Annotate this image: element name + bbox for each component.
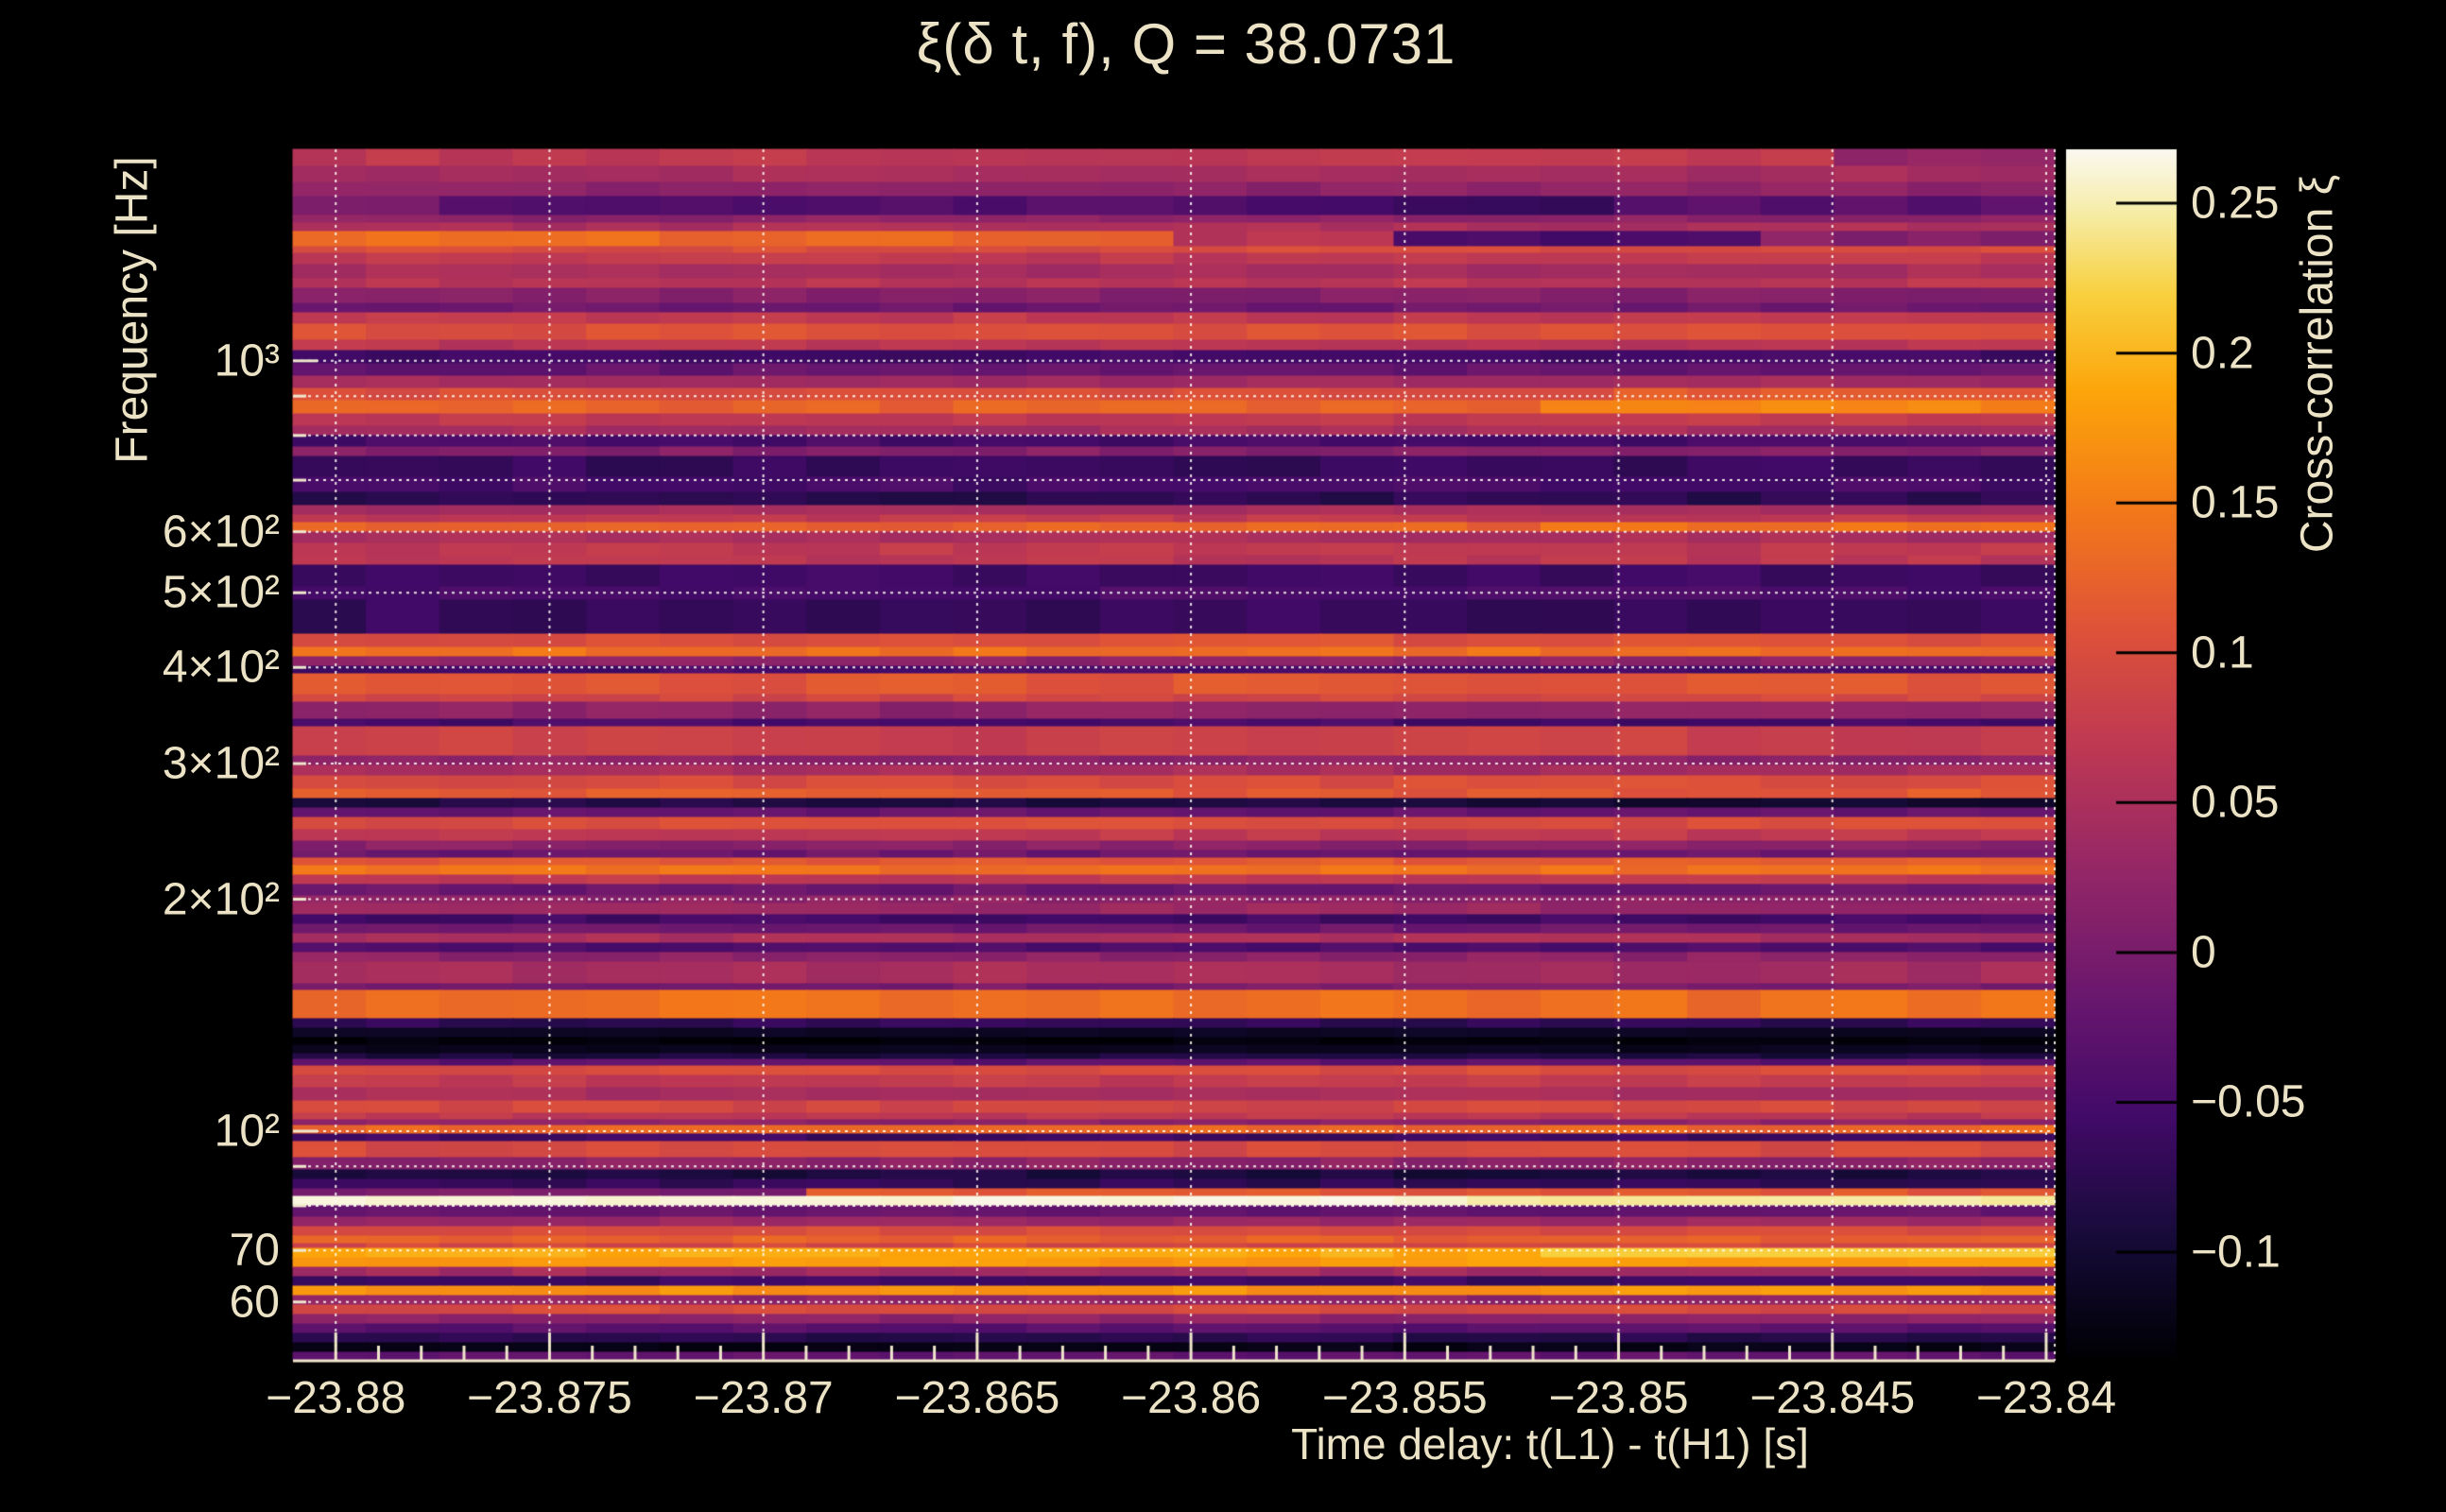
- y-tick-label: 10³: [214, 335, 280, 387]
- x-tick-label: −23.88: [266, 1373, 406, 1423]
- y-tick-label: 6×10²: [162, 507, 280, 558]
- colorbar-label: Cross-correlation ξ: [2292, 174, 2343, 554]
- colorbar-tick-label: 0.05: [2191, 777, 2280, 828]
- x-tick-label: −23.855: [1321, 1373, 1488, 1423]
- y-tick-label: 70: [229, 1225, 280, 1276]
- colorbar-tick-label: 0.25: [2191, 178, 2280, 229]
- y-tick-label: 60: [229, 1277, 280, 1328]
- x-tick-label: −23.85: [1548, 1373, 1689, 1423]
- colorbar-tick-label: −0.1: [2191, 1227, 2281, 1278]
- colorbar-tick-label: 0.15: [2191, 477, 2280, 528]
- x-tick-label: −23.865: [894, 1373, 1060, 1423]
- y-tick-label: 5×10²: [162, 567, 280, 618]
- x-tick-label: −23.845: [1749, 1373, 1916, 1423]
- plot-title: ξ(δ t, f), Q = 38.0731: [916, 12, 1456, 76]
- x-tick-label: −23.84: [1975, 1373, 2117, 1423]
- y-axis-label: Frequency [Hz]: [107, 156, 158, 464]
- y-tick-label: 10²: [214, 1106, 280, 1157]
- x-tick-label: −23.875: [467, 1373, 632, 1423]
- colorbar-tick-label: −0.05: [2191, 1076, 2306, 1127]
- y-tick-label: 2×10²: [162, 874, 280, 925]
- colorbar-tick-label: 0: [2191, 927, 2216, 978]
- y-tick-label: 4×10²: [162, 642, 280, 693]
- colorbar-tick-label: 0.2: [2191, 328, 2254, 379]
- x-tick-label: −23.86: [1121, 1373, 1262, 1423]
- x-tick-label: −23.87: [693, 1373, 834, 1423]
- x-axis-label: Time delay: t(L1) - t(H1) [s]: [1291, 1419, 1809, 1469]
- colorbar-tick-label: 0.1: [2191, 627, 2254, 679]
- y-tick-label: 3×10²: [162, 738, 280, 789]
